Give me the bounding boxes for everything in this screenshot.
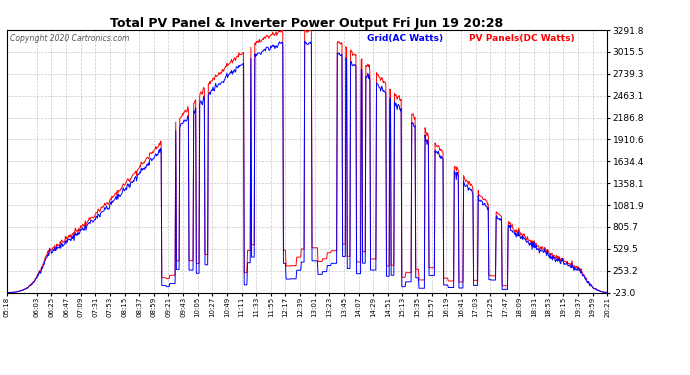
Title: Total PV Panel & Inverter Power Output Fri Jun 19 20:28: Total PV Panel & Inverter Power Output F…: [110, 17, 504, 30]
Text: Grid(AC Watts): Grid(AC Watts): [367, 34, 449, 43]
Text: PV Panels(DC Watts): PV Panels(DC Watts): [469, 34, 575, 43]
Text: Copyright 2020 Cartronics.com: Copyright 2020 Cartronics.com: [10, 34, 129, 43]
